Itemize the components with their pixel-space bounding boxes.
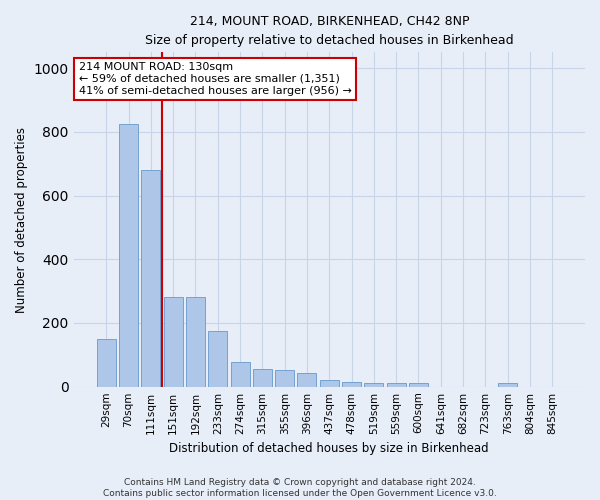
Bar [409,383,428,386]
X-axis label: Distribution of detached houses by size in Birkenhead: Distribution of detached houses by size … [169,442,489,455]
Bar [97,339,116,386]
Bar [298,374,316,386]
Bar [342,382,361,386]
Bar [142,170,160,386]
Bar [320,380,339,386]
Title: 214, MOUNT ROAD, BIRKENHEAD, CH42 8NP
Size of property relative to detached hous: 214, MOUNT ROAD, BIRKENHEAD, CH42 8NP Si… [145,15,514,47]
Text: 214 MOUNT ROAD: 130sqm
← 59% of detached houses are smaller (1,351)
41% of semi-: 214 MOUNT ROAD: 130sqm ← 59% of detached… [79,62,352,96]
Bar [186,296,205,386]
Bar [119,124,138,386]
Bar [275,370,294,386]
Bar [253,369,272,386]
Bar [498,383,517,386]
Text: Contains HM Land Registry data © Crown copyright and database right 2024.
Contai: Contains HM Land Registry data © Crown c… [103,478,497,498]
Bar [364,383,383,386]
Bar [386,383,406,386]
Bar [230,362,250,386]
Y-axis label: Number of detached properties: Number of detached properties [15,126,28,312]
Bar [208,331,227,386]
Bar [164,296,182,386]
